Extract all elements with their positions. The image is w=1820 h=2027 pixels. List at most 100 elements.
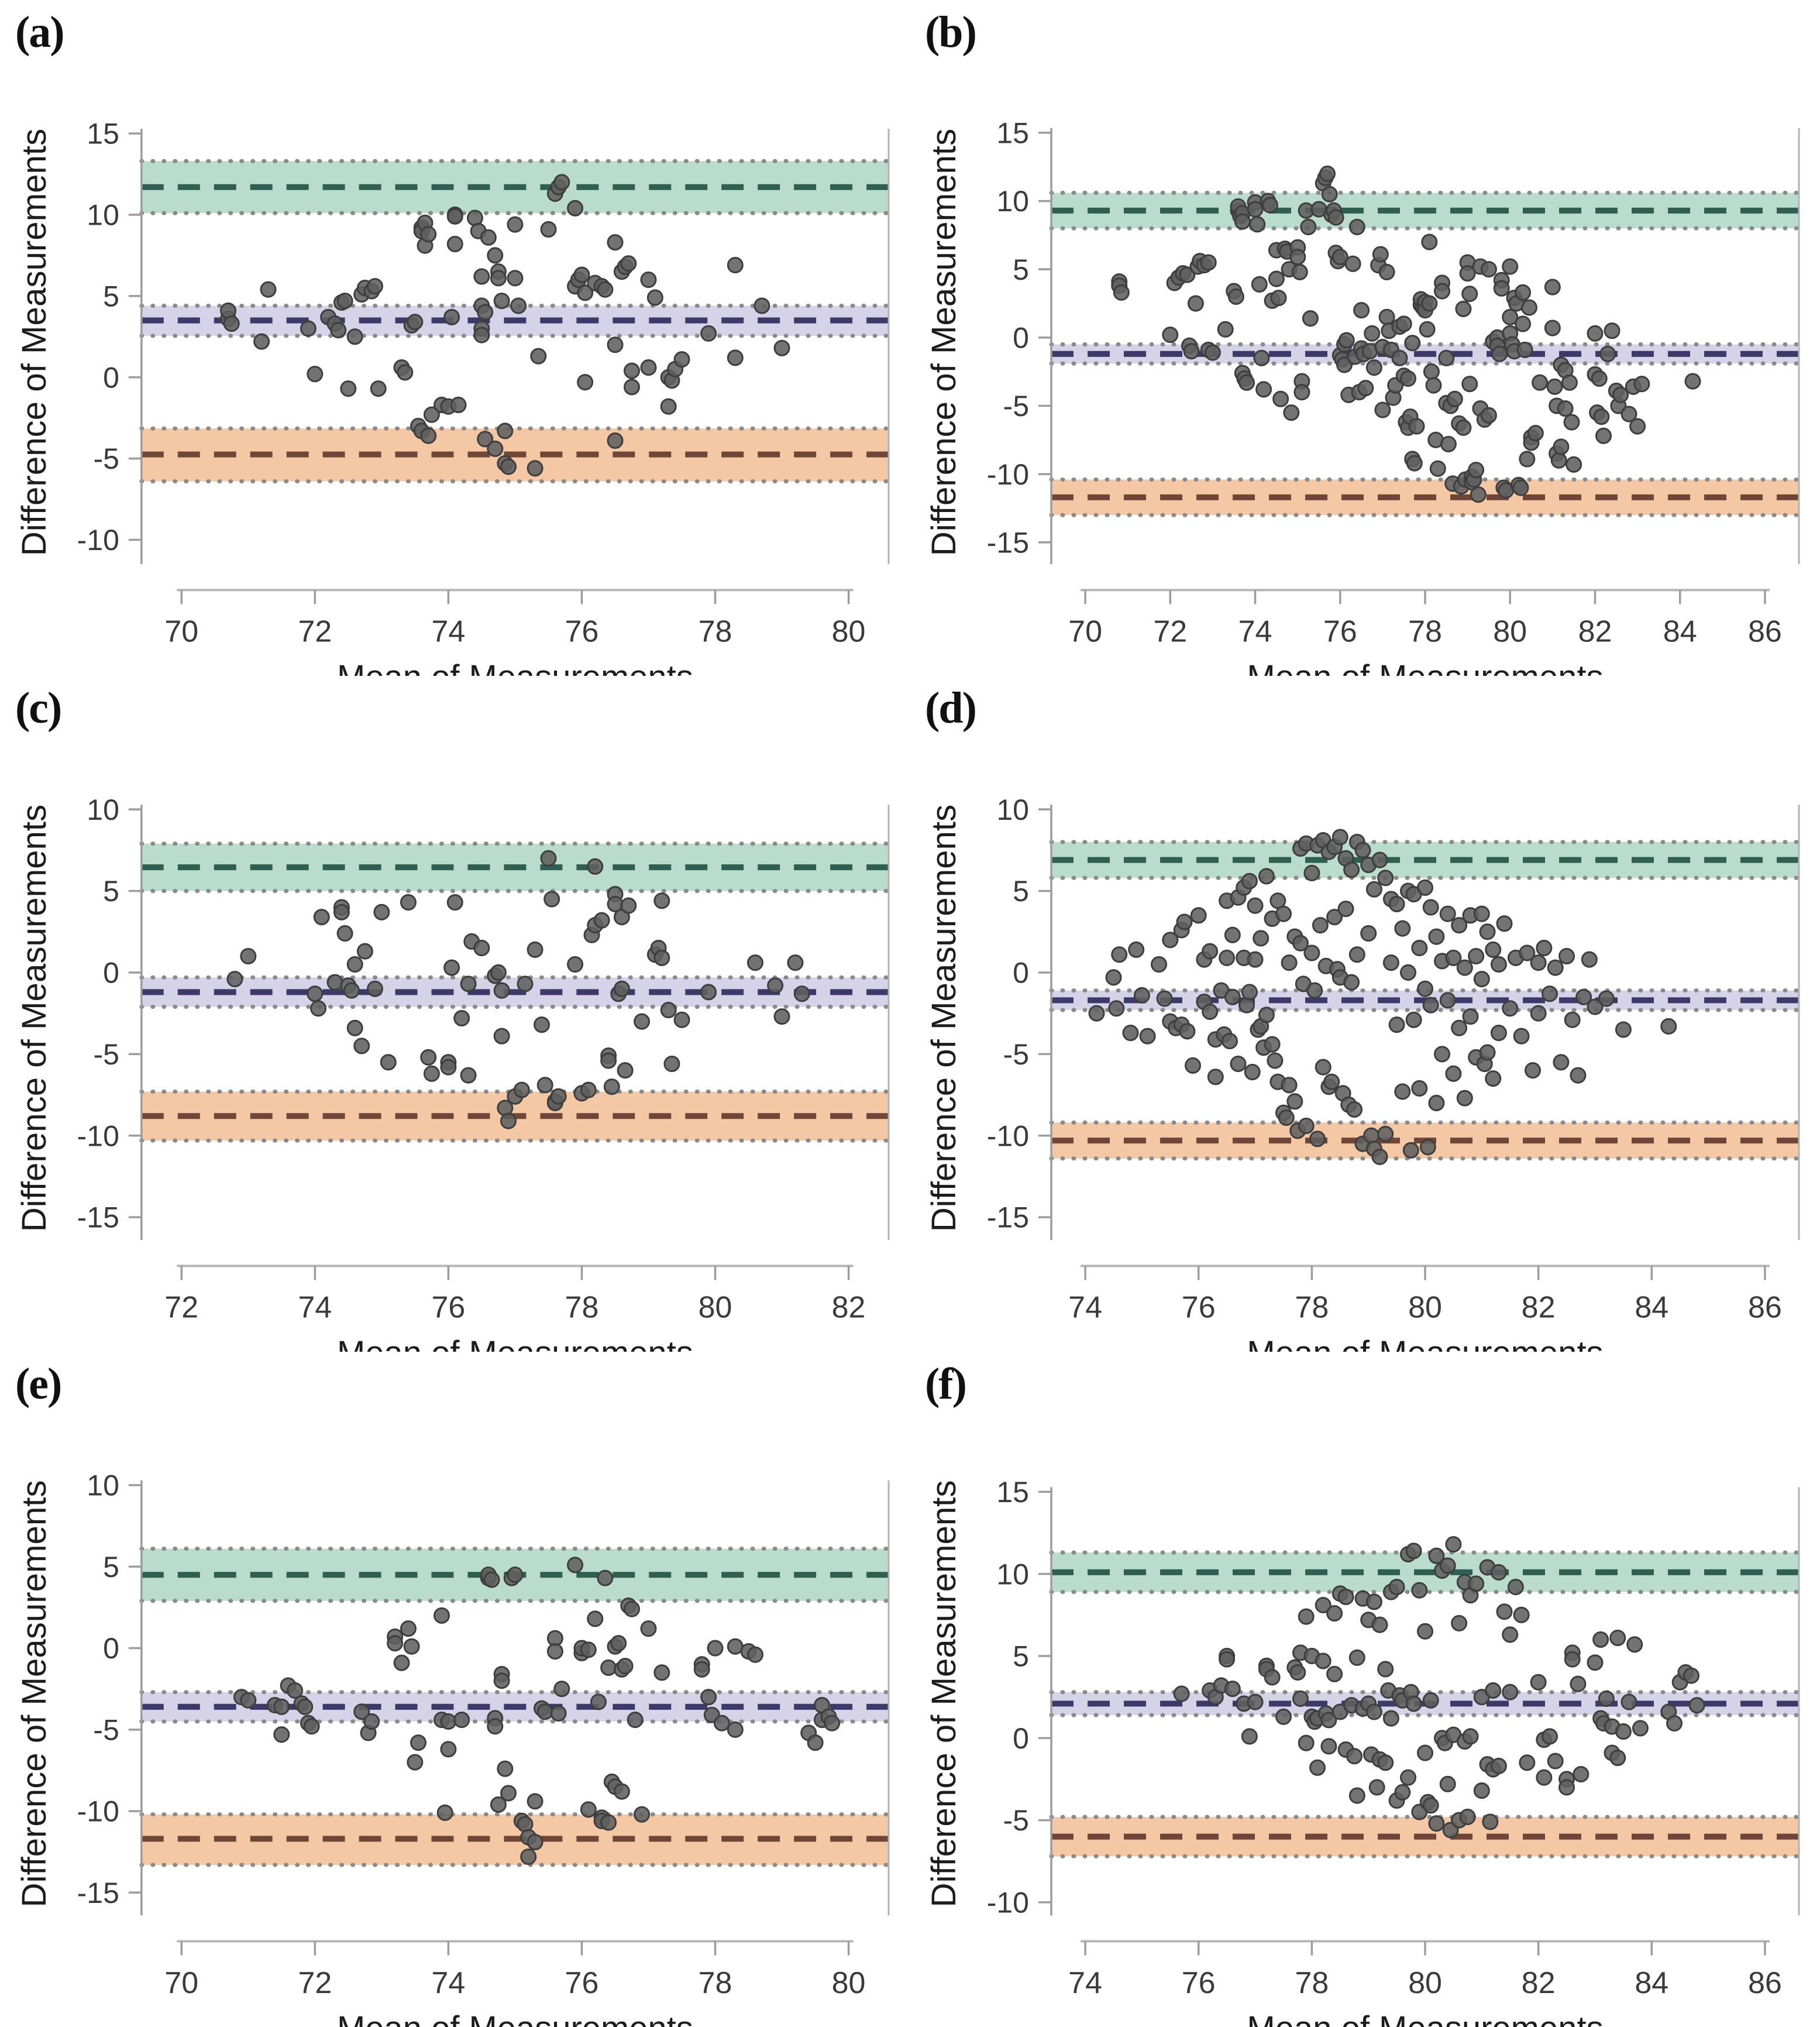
- svg-text:76: 76: [1182, 1966, 1216, 2000]
- svg-text:-10: -10: [77, 1795, 119, 1828]
- svg-text:80: 80: [1408, 1291, 1442, 1325]
- svg-text:82: 82: [832, 1291, 866, 1325]
- svg-text:10: 10: [996, 185, 1029, 218]
- svg-text:10: 10: [87, 793, 119, 826]
- bland-altman-chart-a: 15 10 5 0 -5 -10 70 72 74 76 78 80 Mean of Measureme…: [15, 118, 891, 676]
- panel-a: (a) 15 10 5 0 -5 -10 70 72 74 76 78 80 Mean of Measu…: [0, 0, 910, 676]
- svg-text:0: 0: [1013, 1722, 1029, 1755]
- panel-label-f: (f): [925, 1359, 967, 1408]
- svg-text:70: 70: [1068, 615, 1102, 649]
- panel-f: (f) 15 10 5 0 -5 -10 74 76 78 80 82 84 86 Mean of Mea…: [910, 1352, 1820, 2027]
- bland-altman-chart-d: 10 5 0 -5 -10 -15 74 76 78 80 82 84 86 Mean of Measur…: [925, 793, 1801, 1352]
- bland-altman-chart-b: 15 10 5 0 -5 -10 -15 70 72 74 76 78 80 82 84 86 Mean of …: [925, 116, 1801, 676]
- svg-text:-15: -15: [77, 1201, 119, 1234]
- svg-text:-10: -10: [987, 458, 1029, 491]
- svg-text:74: 74: [1238, 615, 1272, 649]
- svg-text:-5: -5: [93, 1713, 119, 1746]
- panel-c: (c) 10 5 0 -5 -10 -15 72 74 76 78 80 82 Mean of Meas…: [0, 676, 910, 1352]
- svg-text:70: 70: [164, 1966, 198, 2000]
- svg-text:76: 76: [565, 615, 599, 649]
- svg-text:76: 76: [565, 1966, 599, 2000]
- svg-text:80: 80: [699, 1291, 732, 1325]
- svg-text:Mean of Measurements: Mean of Measurements: [1247, 2009, 1603, 2027]
- svg-text:5: 5: [103, 875, 119, 908]
- svg-text:74: 74: [432, 615, 466, 649]
- svg-text:78: 78: [565, 1291, 599, 1325]
- bland-altman-chart-e: 10 5 0 -5 -10 -15 70 72 74 76 78 80 Mean of Measurem…: [15, 1469, 891, 2027]
- svg-text:0: 0: [103, 1632, 119, 1665]
- svg-text:70: 70: [164, 615, 198, 649]
- svg-text:82: 82: [1578, 615, 1612, 649]
- svg-text:84: 84: [1635, 1966, 1668, 2000]
- svg-text:78: 78: [699, 1966, 732, 2000]
- svg-text:5: 5: [103, 1551, 119, 1583]
- panel-label-d: (d): [925, 683, 977, 733]
- svg-text:74: 74: [1068, 1291, 1102, 1325]
- svg-text:Mean of Measurements: Mean of Measurements: [337, 2009, 693, 2027]
- svg-text:-15: -15: [987, 1201, 1029, 1234]
- svg-text:74: 74: [1068, 1966, 1102, 2000]
- svg-text:Difference of Measurements: Difference of Measurements: [925, 129, 963, 556]
- panel-label-a: (a): [15, 8, 65, 57]
- svg-text:-5: -5: [1003, 390, 1029, 422]
- svg-text:-15: -15: [987, 526, 1029, 559]
- panel-label-b: (b): [925, 8, 977, 57]
- svg-text:Mean of Measurements: Mean of Measurements: [337, 658, 693, 676]
- svg-text:80: 80: [1493, 615, 1527, 649]
- svg-text:80: 80: [832, 1966, 866, 2000]
- svg-text:5: 5: [1013, 1640, 1029, 1672]
- svg-text:86: 86: [1748, 615, 1782, 649]
- svg-text:-10: -10: [987, 1886, 1029, 1919]
- svg-text:Mean of Measurements: Mean of Measurements: [1247, 1334, 1603, 1352]
- panel-label-e: (e): [15, 1359, 62, 1408]
- svg-text:76: 76: [1323, 615, 1357, 649]
- svg-text:Difference of Measurements: Difference of Measurements: [925, 1480, 963, 1908]
- svg-text:Mean of Measurements: Mean of Measurements: [337, 1334, 693, 1352]
- panel-b: (b) 15 10 5 0 -5 -10 -15 70 72 74 76 78 80 82 84 86 Mean…: [910, 0, 1820, 676]
- svg-text:72: 72: [298, 1966, 332, 2000]
- svg-text:74: 74: [298, 1291, 332, 1325]
- svg-text:-5: -5: [1003, 1804, 1029, 1837]
- svg-text:80: 80: [832, 615, 866, 649]
- svg-text:78: 78: [1295, 1291, 1329, 1325]
- svg-text:72: 72: [1153, 615, 1187, 649]
- svg-text:86: 86: [1748, 1291, 1782, 1325]
- svg-text:0: 0: [1013, 956, 1029, 989]
- svg-text:5: 5: [1013, 875, 1029, 908]
- svg-text:0: 0: [1013, 321, 1029, 354]
- svg-text:-10: -10: [77, 1119, 119, 1152]
- svg-text:-15: -15: [77, 1877, 119, 1909]
- svg-text:-5: -5: [93, 442, 119, 475]
- svg-text:84: 84: [1635, 1291, 1668, 1325]
- svg-text:84: 84: [1663, 615, 1697, 649]
- svg-text:-10: -10: [77, 524, 119, 556]
- svg-text:78: 78: [1295, 1966, 1329, 2000]
- svg-text:15: 15: [87, 118, 119, 150]
- svg-text:82: 82: [1522, 1966, 1556, 2000]
- svg-text:Difference of Measurements: Difference of Measurements: [15, 1480, 53, 1908]
- svg-text:10: 10: [87, 198, 119, 231]
- panel-label-c: (c): [15, 683, 62, 733]
- svg-text:10: 10: [87, 1469, 119, 1502]
- svg-text:Difference of Measurements: Difference of Measurements: [15, 805, 53, 1232]
- svg-text:-10: -10: [987, 1119, 1029, 1152]
- svg-text:74: 74: [432, 1966, 466, 2000]
- svg-text:5: 5: [1013, 253, 1029, 286]
- svg-text:10: 10: [996, 793, 1029, 826]
- bland-altman-chart-c: 10 5 0 -5 -10 -15 72 74 76 78 80 82 Mean of Measurem…: [15, 793, 891, 1352]
- svg-text:Mean of Measurements: Mean of Measurements: [1247, 658, 1603, 676]
- svg-text:82: 82: [1522, 1291, 1556, 1325]
- svg-text:5: 5: [103, 280, 119, 312]
- svg-text:-5: -5: [1003, 1038, 1029, 1071]
- panel-e: (e) 10 5 0 -5 -10 -15 70 72 74 76 78 80 Mean of Meas…: [0, 1352, 910, 2027]
- panel-d: (d) 10 5 0 -5 -10 -15 74 76 78 80 82 84 86 Mean of Me…: [910, 676, 1820, 1352]
- bland-altman-chart-f: 15 10 5 0 -5 -10 74 76 78 80 82 84 86 Mean of Measure…: [925, 1476, 1801, 2027]
- svg-text:76: 76: [1182, 1291, 1216, 1325]
- svg-text:15: 15: [996, 1476, 1029, 1509]
- svg-text:80: 80: [1408, 1966, 1442, 2000]
- svg-text:0: 0: [103, 361, 119, 394]
- svg-text:78: 78: [699, 615, 732, 649]
- svg-text:-5: -5: [93, 1038, 119, 1071]
- svg-text:76: 76: [432, 1291, 466, 1325]
